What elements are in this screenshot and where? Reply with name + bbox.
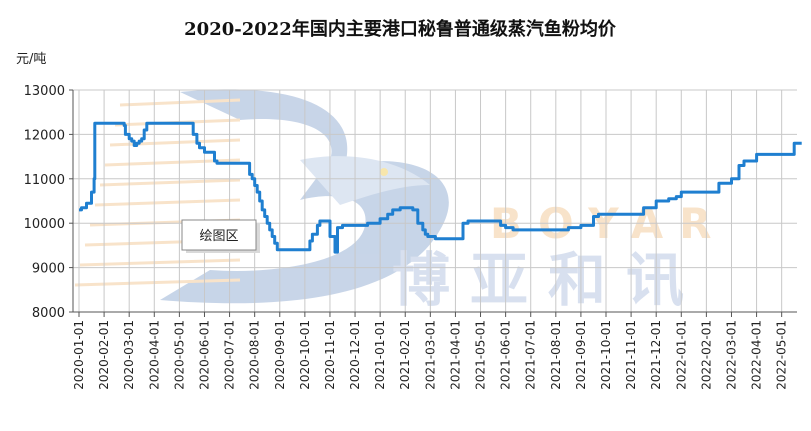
x-tick-label: 2021-09-01 xyxy=(574,320,588,390)
x-tick-label: 2020-08-01 xyxy=(248,320,262,390)
x-tick-label: 2020-03-01 xyxy=(122,320,136,390)
y-tick-labels: 8000 9000 10000 11000 12000 13000 xyxy=(24,84,65,321)
x-tick-label: 2021-11-01 xyxy=(624,320,638,390)
x-tick-label: 2021-06-01 xyxy=(499,320,513,390)
watermark-cjk: 博亚和讯 xyxy=(392,246,704,314)
x-tick-label: 2020-06-01 xyxy=(197,320,211,390)
x-tick-label: 2021-04-01 xyxy=(448,320,462,390)
x-tick-label: 2020-07-01 xyxy=(223,320,237,390)
tooltip-box xyxy=(181,219,257,251)
x-tick-label: 2021-08-01 xyxy=(549,320,563,390)
x-tick-label: 2022-04-01 xyxy=(750,320,764,390)
x-tick-label: 2021-02-01 xyxy=(398,320,412,390)
watermark-stripes xyxy=(74,98,241,287)
x-tick-label: 2022-05-01 xyxy=(775,320,789,390)
x-tick-label: 2020-02-01 xyxy=(97,320,111,390)
x-tick-label: 2020-05-01 xyxy=(172,320,186,390)
x-tick-label: 2021-03-01 xyxy=(423,320,437,390)
series-line xyxy=(79,121,802,254)
x-tick-label: 2022-02-01 xyxy=(699,320,713,390)
axes xyxy=(69,89,797,317)
x-tick-label: 2020-09-01 xyxy=(273,320,287,390)
x-tick-label: 2020-12-01 xyxy=(348,320,362,390)
chart-title: 2020-2022年国内主要港口秘鲁普通级蒸汽鱼粉均价 xyxy=(184,18,617,40)
y-tick-label: 8000 xyxy=(32,306,65,321)
y-tick-label: 10000 xyxy=(24,217,65,232)
x-tick-label: 2021-01-01 xyxy=(373,320,387,390)
y-tick-label: 13000 xyxy=(24,84,65,99)
x-tick-label: 2021-05-01 xyxy=(474,320,488,390)
tooltip-text: 绘图区 xyxy=(199,229,238,244)
y-tick-label: 11000 xyxy=(24,173,65,188)
x-tick-labels: 2020-01-01 2020-02-01 2020-03-01 2020-04-01… xyxy=(72,320,789,390)
x-tick-label: 2020-10-01 xyxy=(298,320,312,390)
x-tick-label: 2021-07-01 xyxy=(524,320,538,390)
y-tick-label: 12000 xyxy=(24,128,65,143)
price-series xyxy=(79,121,802,254)
x-tick-label: 2021-12-01 xyxy=(649,320,663,390)
y-tick-label: 9000 xyxy=(32,262,65,277)
y-axis-unit: 元/吨 xyxy=(16,52,46,67)
x-tick-label: 2020-04-01 xyxy=(147,320,161,390)
x-tick-label: 2020-01-01 xyxy=(72,320,86,390)
x-tick-label: 2022-01-01 xyxy=(674,320,688,390)
x-tick-label: 2022-03-01 xyxy=(724,320,738,390)
watermark-wing-shape xyxy=(300,156,430,205)
watermark-eye xyxy=(380,168,388,176)
x-tick-label: 2020-11-01 xyxy=(323,320,337,390)
plot-area-tooltip: 绘图区 xyxy=(181,219,260,253)
x-tick-label: 2021-10-01 xyxy=(599,320,613,390)
